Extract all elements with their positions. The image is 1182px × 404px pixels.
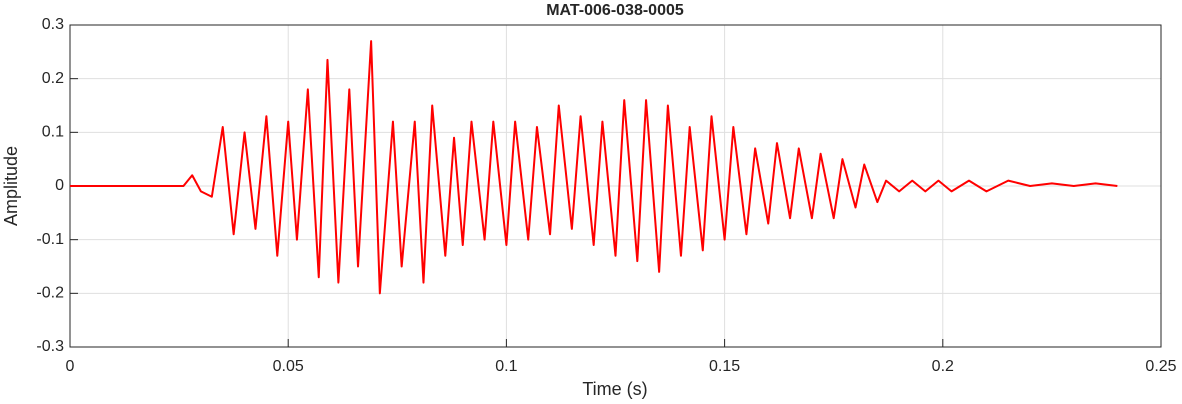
y-tick-label: -0.2 xyxy=(36,285,64,302)
x-tick-label: 0.1 xyxy=(495,358,517,375)
x-tick-label: 0.05 xyxy=(273,358,304,375)
y-axis-label: Amplitude xyxy=(1,146,21,226)
x-tick-label: 0 xyxy=(66,358,75,375)
x-tick-label: 0.15 xyxy=(709,358,740,375)
y-tick-label: -0.3 xyxy=(36,338,64,355)
x-axis-label: Time (s) xyxy=(582,379,647,399)
waveform-line xyxy=(70,40,1118,295)
y-tick-label: 0 xyxy=(55,177,64,194)
chart-title: MAT-006-038-0005 xyxy=(546,2,684,19)
y-tick-label: -0.1 xyxy=(36,231,64,248)
y-tick-label: 0.3 xyxy=(42,16,64,33)
y-tick-label: 0.1 xyxy=(42,124,64,141)
x-tick-label: 0.2 xyxy=(932,358,954,375)
x-tick-label: 0.25 xyxy=(1145,358,1176,375)
y-tick-label: 0.2 xyxy=(42,70,64,87)
